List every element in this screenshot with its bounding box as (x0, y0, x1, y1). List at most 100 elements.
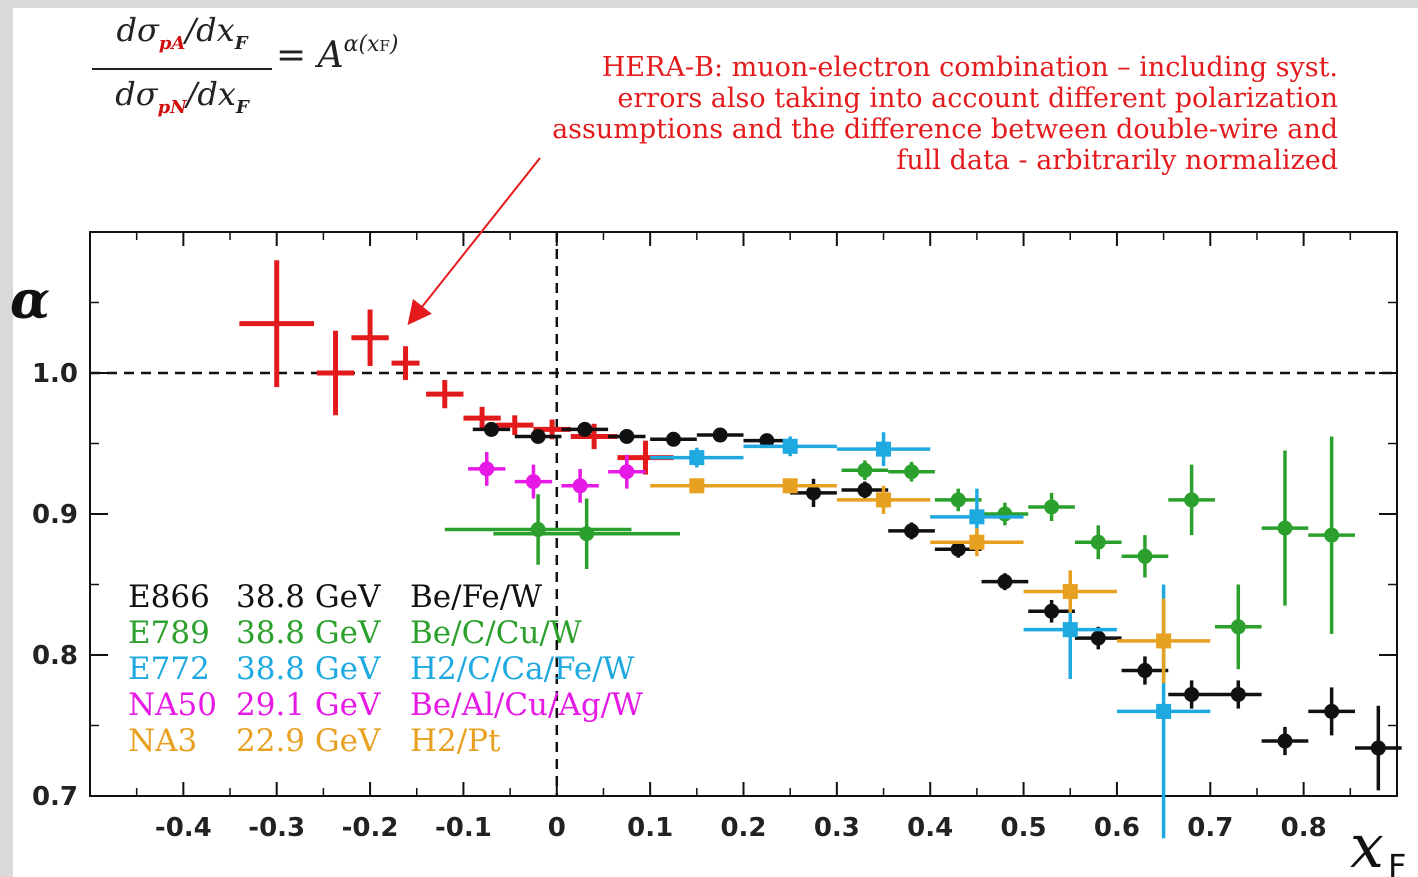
legend-energy-na3: 22.9 GeV (236, 723, 381, 759)
e866-point (1137, 663, 1153, 679)
formula-rhs: = Aα(xF) (276, 32, 399, 76)
legend-targets-e772: H2/C/Ca/Fe/W (410, 651, 635, 687)
e789-point (950, 492, 966, 508)
x-axis-label: x (1350, 812, 1384, 877)
x-tick-label: 0.4 (907, 813, 953, 843)
y-tick-label: 0.7 (32, 782, 78, 812)
formula-denominator: dσpN/dxF (115, 75, 249, 118)
e772-point (969, 509, 985, 525)
legend-experiment-na50: NA50 (128, 687, 217, 723)
e772-point (782, 438, 798, 454)
legend-energy-e772: 38.8 GeV (236, 651, 381, 687)
legend-experiment-e866: E866 (128, 579, 210, 615)
x-tick-label: 0.6 (1094, 813, 1140, 843)
y-tick-label: 1.0 (32, 359, 78, 389)
x-tick-label: 0.2 (720, 813, 766, 843)
e866-point (1324, 703, 1340, 719)
e866-point (904, 523, 920, 539)
e789-point (1044, 499, 1060, 515)
legend-targets-na50: Be/Al/Cu/Ag/W (410, 687, 643, 723)
x-tick-label: 0.8 (1281, 813, 1327, 843)
y-axis-label: α (10, 270, 50, 331)
numerator-subscript: pA (158, 33, 186, 54)
y-tick-label: 0.9 (32, 500, 78, 530)
axis-ticks: -0.4 -0.3 -0.2 -0.1 0 0.1 0.2 0.3 0.4 0.5 0.6 0.7 0.… (32, 232, 1397, 843)
x-tick-label: -0.4 (155, 813, 212, 843)
e866-point (665, 431, 681, 447)
series-na50 (468, 451, 646, 503)
series-e866 (472, 421, 1402, 791)
formula-fraction: dσpA/dxF dσpN/dxF (92, 10, 272, 128)
e866-point (1230, 686, 1246, 702)
e866-point (1044, 603, 1060, 619)
series-e789 (444, 436, 1355, 670)
e789-point (1184, 492, 1200, 508)
e866-point (530, 428, 546, 444)
x-tick-label: -0.2 (342, 813, 399, 843)
herab-annotation: HERA-B: muon-electron combination – incl… (552, 52, 1338, 176)
e866-point (577, 421, 593, 437)
e772-point (1156, 703, 1172, 719)
e866-point (806, 485, 822, 501)
x-tick-label: -0.3 (248, 813, 305, 843)
e866-point (1277, 733, 1293, 749)
e789-point (1230, 619, 1246, 635)
series-na3 (650, 478, 1211, 684)
na50-point (619, 464, 635, 480)
e866-point (1370, 740, 1386, 756)
e789-point (857, 462, 873, 478)
legend-targets-e789: Be/C/Cu/W (410, 615, 582, 651)
series-e772 (650, 432, 1211, 839)
legend-energy-e789: 38.8 GeV (236, 615, 381, 651)
legend-targets-na3: H2/Pt (410, 723, 501, 759)
top-border (0, 0, 1418, 8)
e866-point (1090, 630, 1106, 646)
e866-point (857, 482, 873, 498)
na3-point (876, 492, 892, 508)
annotation-arrow (407, 157, 541, 326)
e789-point (1137, 548, 1153, 564)
na3-point (782, 478, 798, 494)
e866-point (997, 574, 1013, 590)
e789-point (904, 464, 920, 480)
x-tick-label: -0.1 (435, 813, 492, 843)
denominator-subscript: pN (157, 97, 187, 118)
data-series (239, 260, 1402, 839)
legend-targets-e866: Be/Fe/W (410, 579, 542, 615)
e772-point (1062, 622, 1078, 638)
e866-point (759, 433, 775, 449)
na3-point (1156, 633, 1172, 649)
legend: E866 38.8 GeV Be/Fe/W E789 38.8 GeV Be/C/Cu/W… (128, 579, 643, 759)
legend-energy-na50: 29.1 GeV (236, 687, 381, 723)
na3-point (969, 534, 985, 550)
legend-experiment-e789: E789 (128, 615, 210, 651)
left-border (0, 0, 13, 877)
x-tick-label: 0.7 (1187, 813, 1233, 843)
legend-experiment-na3: NA3 (128, 723, 197, 759)
x-tick-label: 0.3 (814, 813, 860, 843)
e789-point (997, 506, 1013, 522)
na50-point (479, 461, 495, 477)
x-tick-label: 0 (548, 813, 566, 843)
x-axis-label-sub: F (1388, 847, 1406, 877)
e866-point (483, 421, 499, 437)
e866-point (619, 428, 635, 444)
e789-point (1324, 527, 1340, 543)
x-tick-label: 0.5 (1001, 813, 1047, 843)
legend-energy-e866: 38.8 GeV (236, 579, 381, 615)
e772-point (689, 450, 705, 466)
na50-point (572, 478, 588, 494)
e789-point (579, 526, 595, 542)
series-hera-b (239, 260, 674, 475)
na3-point (1062, 584, 1078, 600)
e789-point (1277, 520, 1293, 536)
x-tick-label: 0.1 (627, 813, 673, 843)
y-tick-label: 0.8 (32, 641, 78, 671)
na3-point (689, 478, 705, 494)
formula-numerator: dσpA/dxF (116, 11, 248, 54)
fraction-line (92, 68, 272, 70)
legend-experiment-e772: E772 (128, 651, 210, 687)
na50-point (525, 474, 541, 490)
e866-point (712, 427, 728, 443)
